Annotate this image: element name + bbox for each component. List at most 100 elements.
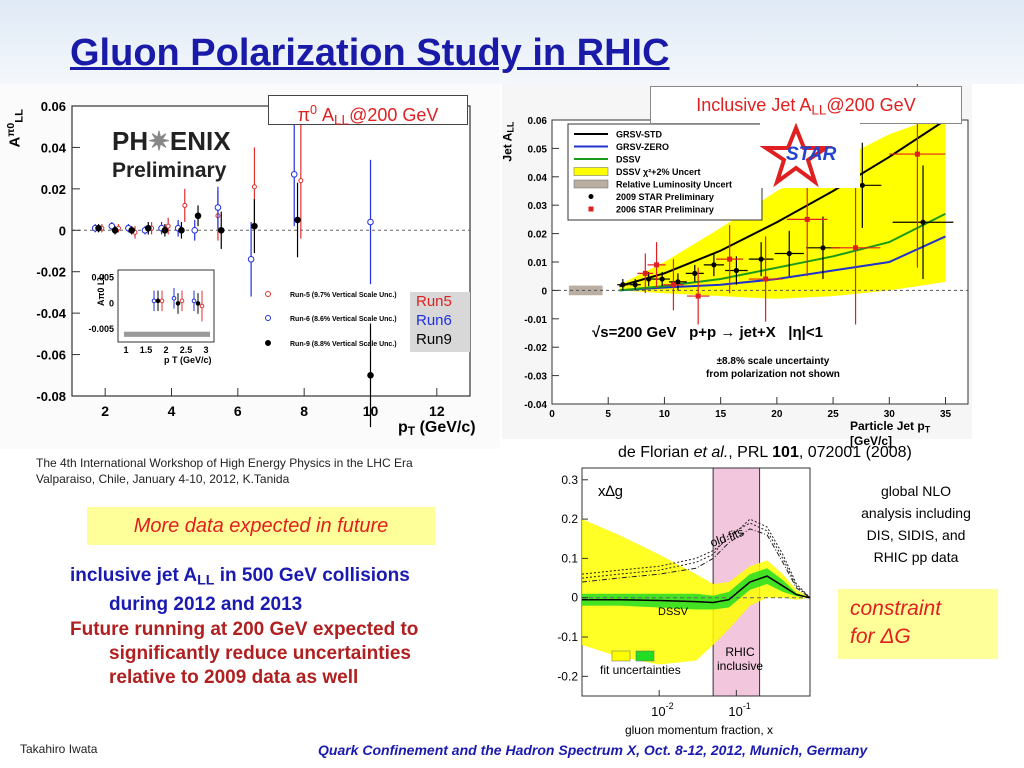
phenix-ytick-label: 0.06	[41, 99, 66, 114]
phenix-point	[194, 212, 202, 220]
global-nlo-line4: RHIC pp data	[873, 549, 959, 565]
phenix-legend-marker	[265, 291, 271, 297]
phenix-point	[217, 226, 225, 234]
phenix-point	[251, 184, 257, 190]
star-xlabel-sub: T	[924, 424, 931, 435]
star-ytick-label: -0.04	[524, 400, 547, 411]
star-title-box: Inclusive Jet ALL@200 GeV	[650, 86, 962, 124]
phenix-point	[294, 216, 301, 224]
phenix-title-box: π0 ALL@200 GeV	[268, 95, 468, 127]
phenix-panel: 0.06 0.04 0.02 0 -0.02 -0.04 -0.06 -0.08 2 4 6 8 10 1…	[0, 84, 500, 449]
phenix-inset-xtick-label: 1.5	[140, 345, 153, 355]
star-xtick-label: 5	[605, 409, 611, 420]
phenix-chart: 0.060.040.020-0.02-0.04-0.06-0.082 4 6 8 10 1…	[36, 99, 471, 428]
star-chart: 0.06 0.05 0.04 0.03 0.02 0.01 0 -0.01 -0.02 -0.03…	[524, 84, 969, 420]
star-point-2009	[820, 245, 826, 251]
run-box-run6: Run6	[416, 312, 452, 329]
star-legend-label: DSSV	[616, 155, 641, 165]
star-title-sub: LL	[811, 102, 827, 118]
star-ytick-label: -0.01	[524, 315, 547, 326]
star-xlabel-unit: [GeV/c]	[850, 434, 893, 449]
dssv-xtick-label: 10-1	[728, 701, 750, 719]
star-point-2009	[920, 219, 926, 225]
phenix-inset-xtick-label: 3	[203, 345, 208, 355]
dssv-ytick-label: 0.1	[561, 551, 578, 565]
star-legend-label: GRSV-ZERO	[616, 142, 669, 152]
star-ytick-label: 0	[541, 286, 547, 297]
star-legend-label: DSSV χ²+2% Uncert	[616, 167, 700, 177]
star-point-2006	[727, 256, 733, 262]
reference: de Florian et al., PRL 101, 072001 (2008…	[618, 444, 912, 462]
star-curve-dssv	[619, 212, 946, 292]
star-lumi-band	[568, 285, 603, 296]
star-xlabel: Particle Jet pT [GeV/c]	[850, 419, 972, 448]
phenix-legend-marker	[265, 340, 271, 346]
phenix-ylabel: Aπ0LL	[5, 109, 26, 147]
star-point-2009	[733, 267, 739, 274]
bullet-future-running: Future running at 200 GeV expected to si…	[70, 618, 418, 690]
dssv-rhic-label-1: RHIC	[725, 645, 755, 659]
phenix-legend-label: Run-5 (9.7% Vertical Scale Unc.)	[290, 292, 397, 299]
phenix-inset-xtick-label: 2.5	[180, 345, 193, 355]
star-ytick-label: 0.05	[528, 144, 548, 155]
reference-c: , PRL	[728, 444, 773, 461]
star-xtick-label: 10	[659, 409, 671, 420]
phenix-point	[161, 226, 169, 234]
star-dssv-band	[619, 114, 946, 299]
bullet2-line1: Future running at 200 GeV expected to	[70, 619, 419, 640]
phenix-point	[298, 178, 304, 184]
star-legend-label: GRSV-STD	[616, 130, 663, 140]
phenix-point	[251, 222, 258, 230]
dssv-fit-uncertainties-label: fit uncertainties	[600, 663, 681, 677]
dssv-old-fit-curve	[581, 518, 811, 599]
star-legend-dot	[588, 194, 594, 199]
dssv-series-label: x∆g	[598, 483, 623, 500]
phenix-ylabel-sub: LL	[13, 109, 26, 123]
phenix-inset-point	[175, 301, 181, 306]
footer-conference: Quark Confinement and the Hadron Spectru…	[318, 742, 868, 758]
dssv-legend-green	[635, 650, 655, 662]
phenix-legend-label: Run-9 (8.8% Vertical Scale Unc.)	[290, 341, 397, 348]
phenix-logo-part2: ENIX	[169, 126, 231, 156]
star-point-2006	[914, 151, 920, 157]
phenix-point	[247, 255, 255, 263]
phenix-ytick-label: -0.04	[36, 306, 66, 321]
phenix-point	[95, 224, 102, 232]
star-xtick-label: 35	[940, 409, 952, 420]
star-annotation-process: p+p → jet+X	[689, 324, 776, 341]
phenix-inset-point	[199, 303, 205, 309]
run-box: Run5 Run6 Run9	[410, 292, 470, 352]
reference-b: et al.	[693, 444, 729, 461]
star-title-a: Inclusive Jet A	[696, 95, 812, 115]
bullet1-a: inclusive jet A	[70, 565, 198, 586]
constraint-line1: constraint	[850, 597, 942, 620]
star-annotation: √s=200 GeV p+p → jet+X |η|<1	[592, 324, 823, 341]
star-logo: STAR	[759, 122, 860, 188]
star-legend-label: Relative Luminosity Uncert	[616, 180, 732, 190]
phenix-title-sup: 0	[310, 103, 318, 117]
constraint-line2: for ΔG	[850, 625, 911, 648]
phenix-inset-ytick-label: -0.005	[88, 324, 114, 334]
star-ylabel-a: Jet A	[500, 132, 515, 162]
star-title-b: @200 GeV	[826, 95, 916, 115]
star-xtick-label: 20	[771, 409, 783, 420]
dssv-xtick-exp: -2	[666, 701, 674, 711]
dssv-yellow-band	[582, 519, 810, 665]
phenix-ytick-label: 0.04	[41, 140, 67, 155]
star-ytick-label: -0.03	[524, 372, 547, 383]
star-point-2009	[758, 256, 764, 262]
star-logo-icon	[759, 122, 833, 188]
phenix-inset-point	[195, 301, 201, 306]
slide-title: Gluon Polarization Study in RHIC	[70, 32, 670, 74]
star-ylabel: Jet ALL	[500, 122, 515, 162]
star-curve-grsv-std	[619, 119, 947, 288]
star-ytick-label: 0.06	[528, 116, 548, 127]
dssv-old-fit-curve	[581, 522, 811, 599]
star-legend-square	[588, 206, 594, 212]
star-point-2006	[670, 282, 676, 288]
phenix-inset-xtick-label: 1	[123, 345, 128, 355]
star-point-2006	[654, 262, 660, 268]
dssv-ytick-label: 0.2	[561, 512, 578, 526]
title-band	[0, 0, 1024, 84]
